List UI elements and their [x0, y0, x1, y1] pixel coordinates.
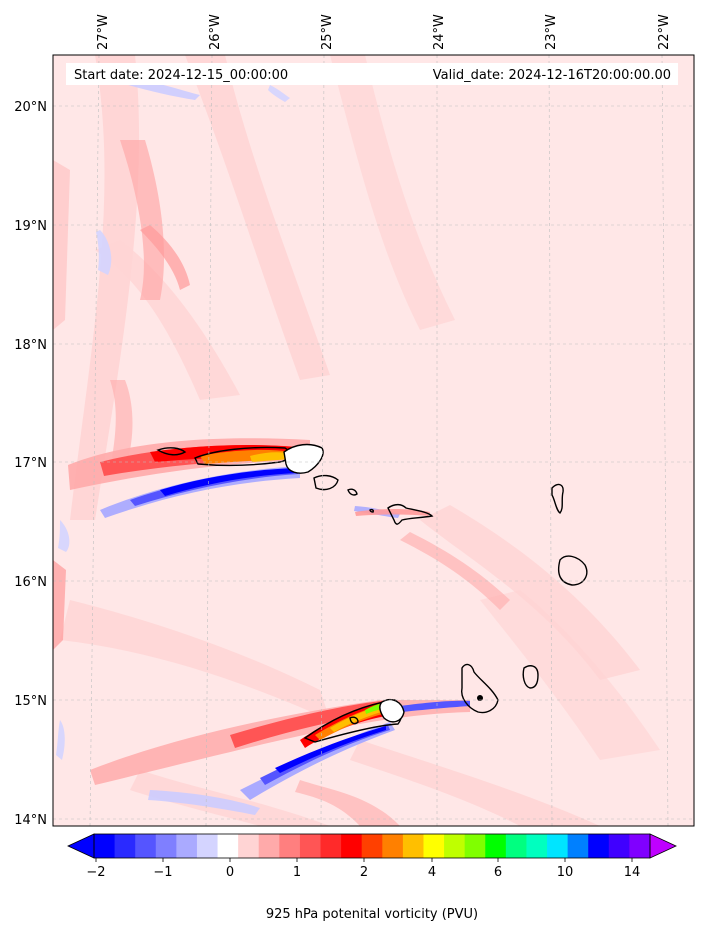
colorbar-cell [114, 834, 136, 858]
colorbar-under-arrow [67, 833, 95, 859]
colorbar-cell [485, 834, 507, 858]
lon-label: 22°W [657, 14, 672, 50]
colorbar-tick-label: 10 [557, 865, 574, 880]
colorbar-cell [588, 834, 610, 858]
colorbar-tick-label: 1 [293, 865, 301, 880]
colorbar-cell [196, 834, 219, 858]
lat-label: 16°N [14, 575, 47, 590]
map-panel: Start date: 2024-12-15_00:00:00 Valid_da… [52, 54, 695, 827]
colorbar-title: 925 hPa potenital vorticity (PVU) [266, 907, 478, 922]
lat-label: 18°N [14, 338, 47, 353]
latitude-labels: 20°N 19°N 18°N 17°N 16°N 15°N 14°N [14, 100, 47, 828]
colorbar-tick-label: −2 [86, 865, 105, 880]
colorbar-cell [361, 834, 383, 858]
lat-label: 15°N [14, 694, 47, 709]
colorbar-cell [94, 834, 116, 858]
header-strip [66, 63, 678, 85]
lat-label: 17°N [14, 456, 47, 471]
colorbar-cell [547, 834, 569, 858]
lon-label: 26°W [208, 14, 223, 50]
longitude-labels: 27°W 26°W 25°W 24°W 23°W 22°W [96, 14, 672, 50]
colorbar-tick-label: 0 [226, 865, 234, 880]
colorbar-cell [608, 834, 630, 858]
lon-label: 23°W [544, 14, 559, 50]
colorbar-frame [93, 833, 651, 859]
colorbar-cell [238, 834, 260, 858]
coastlines [156, 443, 588, 743]
colorbar-cell [135, 834, 157, 858]
lat-label: 19°N [14, 219, 47, 234]
colorbar-over-arrow [649, 833, 677, 859]
lat-label: 20°N [14, 100, 47, 115]
colorbar-cell [341, 834, 363, 858]
colorbar-cell [423, 834, 445, 858]
fogo-peak-marker [477, 695, 483, 701]
colorbar-cell [217, 834, 239, 858]
lat-label: 14°N [14, 813, 47, 828]
vortex-north [68, 438, 310, 518]
lon-label: 24°W [432, 14, 447, 50]
colorbar-cell [279, 834, 301, 858]
colorbar-cell [382, 834, 404, 858]
lon-label: 27°W [96, 14, 111, 50]
colorbar-cell [444, 834, 466, 858]
start-date-label: Start date: 2024-12-15_00:00:00 [74, 68, 288, 83]
valid-date-label: Valid_date: 2024-12-16T20:00:00.00 [433, 68, 671, 83]
colorbar-cell [258, 834, 280, 858]
colorbar-tick-label: 6 [494, 865, 502, 880]
colorbar-cell [402, 834, 424, 858]
colorbar-cell [505, 834, 527, 858]
colorbar-cell [320, 834, 342, 858]
colorbar-ticks: −2 −1 0 1 2 4 6 10 14 [86, 858, 640, 880]
colorbar-tick-label: 4 [428, 865, 436, 880]
gridlines [53, 55, 694, 826]
colorbar-cell [176, 834, 198, 858]
colorbar: −2 −1 0 1 2 4 6 10 14 925 hPa potenital vorticit… [67, 833, 677, 922]
colorbar-tick-label: −1 [153, 865, 172, 880]
colorbar-cell [464, 834, 486, 858]
colorbar-tick-label: 14 [624, 865, 641, 880]
lon-label: 25°W [320, 14, 335, 50]
colorbar-cell [629, 834, 651, 858]
colorbar-tick-label: 2 [360, 865, 368, 880]
colorbar-cell [526, 834, 548, 858]
map-frame [52, 54, 695, 827]
colorbar-cell [155, 834, 177, 858]
colorbar-cell [299, 834, 322, 858]
colorbar-cells [94, 834, 651, 858]
colorbar-cell [567, 834, 589, 858]
